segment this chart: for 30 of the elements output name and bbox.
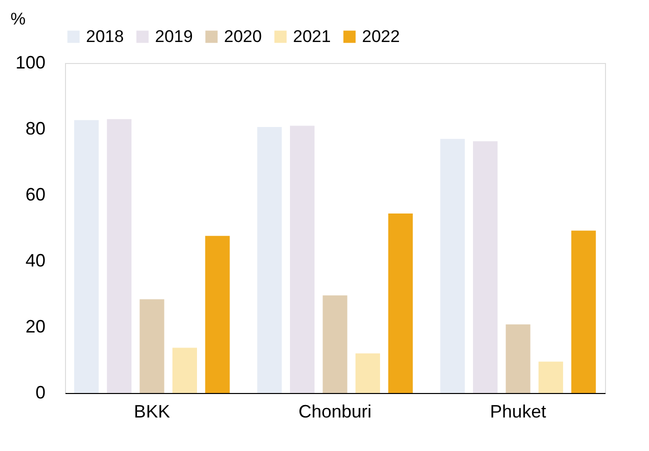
- legend-label: 2021: [293, 26, 331, 46]
- bar: [322, 295, 348, 393]
- y-tick-label: 40: [25, 250, 46, 270]
- bar: [506, 324, 530, 393]
- x-tick-label: Chonburi: [298, 402, 372, 422]
- bar: [140, 299, 164, 393]
- bar: [388, 213, 413, 393]
- bar: [571, 230, 596, 393]
- bar: [355, 353, 380, 393]
- bar: [440, 138, 465, 393]
- y-tick-label: 100: [15, 52, 46, 72]
- y-tick-label: 80: [25, 118, 46, 138]
- x-tick-label: BKK: [134, 402, 170, 422]
- bar: [257, 127, 282, 393]
- x-tick-label: Phuket: [490, 402, 546, 422]
- legend-label: 2018: [86, 26, 124, 46]
- bar: [538, 362, 564, 393]
- bar: [473, 141, 498, 393]
- bar: [205, 236, 230, 393]
- legend-label: 2019: [155, 26, 193, 46]
- y-tick-label: 0: [35, 382, 46, 402]
- bar: [290, 126, 315, 393]
- bar: [74, 120, 99, 393]
- y-tick-label: 60: [25, 184, 46, 204]
- y-tick-label: 20: [25, 316, 46, 336]
- bar: [172, 348, 197, 393]
- legend-label: 2022: [362, 26, 400, 46]
- y-axis-title: %: [10, 10, 26, 28]
- bar: [106, 119, 132, 393]
- legend-label: 2020: [224, 26, 262, 46]
